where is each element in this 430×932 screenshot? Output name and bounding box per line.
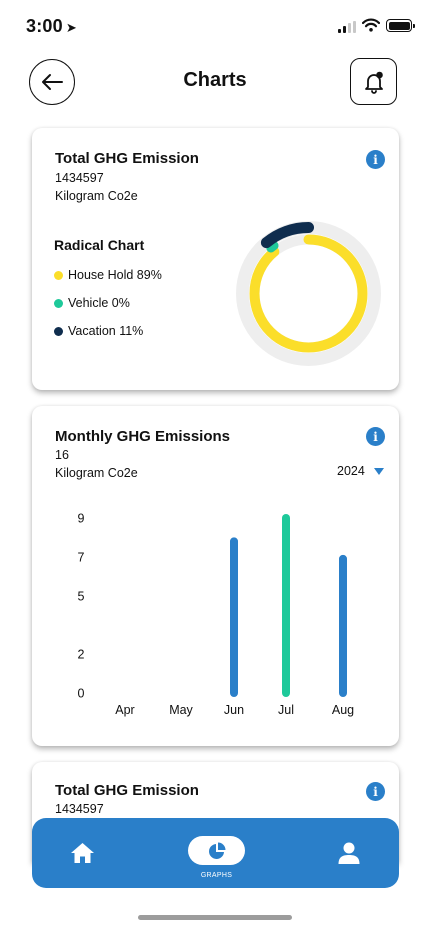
x-tick-label: May (169, 703, 193, 717)
arrow-left-icon (42, 74, 63, 90)
location-arrow-icon: ➤ (65, 20, 77, 35)
status-bar: 3:00 ➤ (0, 0, 430, 52)
back-button[interactable] (29, 59, 75, 105)
chevron-down-icon (373, 467, 384, 475)
legend-label: House Hold 89% (68, 268, 162, 282)
info-icon[interactable]: i (366, 150, 385, 169)
pie-chart-icon (208, 842, 225, 859)
info-icon[interactable]: i (366, 782, 385, 801)
radial-segment-vacation (237, 222, 380, 365)
legend-label: Vehicle 0% (68, 296, 130, 310)
legend-dot-icon (54, 270, 63, 280)
radial-segment-vehicle (245, 230, 372, 357)
total-emission-value: 1434597 (55, 171, 104, 185)
y-tick-label: 9 (78, 512, 85, 526)
legend-item-household: House Hold 89% (54, 268, 162, 282)
y-tick-label: 7 (78, 550, 85, 564)
nav-home-button[interactable] (70, 842, 95, 869)
y-tick-label: 2 (78, 648, 85, 662)
radial-track-outer (236, 221, 381, 366)
home-indicator (138, 915, 292, 920)
cellular-signal-icon (338, 21, 356, 33)
bell-icon (364, 71, 383, 94)
battery-icon (386, 19, 415, 32)
y-tick-label: 5 (78, 589, 85, 603)
notifications-button[interactable] (350, 58, 397, 105)
user-icon (338, 842, 360, 864)
home-icon (71, 843, 94, 863)
total-emission-value: 1434597 (55, 802, 104, 816)
nav-graphs-button[interactable] (188, 836, 245, 865)
year-dropdown[interactable]: 2024 (337, 464, 384, 478)
total-emission-unit: Kilogram Co2e (55, 189, 138, 203)
monthly-bar-chart: 0 2 5 7 9 Apr May Jun Jul Aug (78, 512, 355, 718)
x-tick-label: Jul (278, 703, 294, 717)
legend-dot-icon (54, 326, 63, 336)
radial-chart (236, 221, 381, 366)
legend-dot-icon (54, 298, 63, 308)
nav-profile-button[interactable] (338, 842, 360, 870)
monthly-emission-unit: Kilogram Co2e (55, 466, 138, 480)
monthly-emission-value: 16 (55, 448, 69, 462)
info-icon[interactable]: i (366, 427, 385, 446)
monthly-emission-card: 0 2 5 7 9 Apr May Jun Jul Aug Monthly GHG Emissio… (32, 406, 399, 746)
legend-label: Vacation 11% (68, 324, 144, 338)
nav-graphs-label: GRAPHS (200, 872, 233, 879)
x-tick-label: Jun (224, 703, 244, 717)
bottom-nav: GRAPHS (32, 818, 399, 888)
y-tick-label: 0 (78, 687, 85, 701)
card-title: Monthly GHG Emissions (55, 428, 231, 445)
total-emission-card: Total GHG Emission 1434597 Kilogram Co2e… (32, 128, 399, 390)
x-tick-label: Aug (332, 703, 354, 717)
page-title: Charts (183, 69, 247, 91)
card-title: Total GHG Emission (55, 150, 199, 167)
status-time: 3:00 ➤ (26, 16, 77, 36)
legend-title: Radical Chart (54, 237, 145, 253)
year-value: 2024 (337, 464, 365, 478)
radial-segment-household (249, 234, 368, 353)
x-tick-label: Apr (115, 703, 134, 717)
legend-item-vehicle: Vehicle 0% (54, 296, 130, 310)
card-title: Total GHG Emission (55, 782, 199, 799)
legend-item-vacation: Vacation 11% (54, 324, 143, 338)
wifi-icon (362, 18, 380, 32)
